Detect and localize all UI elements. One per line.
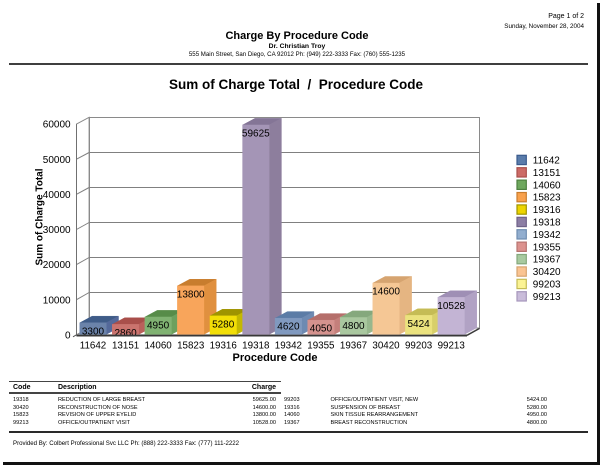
svg-text:19355: 19355 [307,341,335,352]
svg-text:4800: 4800 [342,321,365,332]
svg-text:30420: 30420 [533,267,561,278]
svg-text:60000: 60000 [43,120,71,131]
svg-text:13151: 13151 [533,168,561,179]
svg-text:10000: 10000 [43,295,71,306]
svg-text:40000: 40000 [43,190,71,201]
svg-text:5280: 5280 [212,319,235,330]
svg-text:50000: 50000 [43,155,71,166]
svg-text:99203: 99203 [533,280,561,291]
svg-text:20000: 20000 [43,260,71,271]
svg-text:0: 0 [65,330,71,341]
svg-text:11642: 11642 [80,341,107,352]
svg-text:99213: 99213 [438,341,466,352]
svg-text:11642: 11642 [533,156,561,167]
svg-text:19367: 19367 [533,255,561,266]
svg-text:2860: 2860 [114,328,137,339]
svg-text:19367: 19367 [340,341,367,352]
svg-text:19342: 19342 [275,341,302,352]
svg-text:19355: 19355 [533,242,561,253]
svg-text:19316: 19316 [533,205,561,216]
svg-text:19318: 19318 [533,218,561,229]
svg-text:Sum of Charge Total: Sum of Charge Total [35,168,46,265]
svg-text:15823: 15823 [533,193,561,204]
svg-text:5424: 5424 [407,319,430,330]
svg-text:4050: 4050 [310,324,333,335]
svg-text:14600: 14600 [372,287,400,298]
svg-text:Procedure Code: Procedure Code [233,352,318,364]
svg-text:13800: 13800 [177,289,205,300]
svg-text:13151: 13151 [112,341,139,352]
svg-text:15823: 15823 [177,341,205,352]
svg-text:3300: 3300 [82,326,105,337]
svg-text:14060: 14060 [533,180,561,191]
svg-text:19318: 19318 [242,341,270,352]
svg-text:99213: 99213 [533,292,561,303]
svg-text:99203: 99203 [405,341,433,352]
svg-text:30000: 30000 [43,225,71,236]
svg-text:19316: 19316 [210,341,238,352]
svg-text:59625: 59625 [242,129,270,140]
svg-text:30420: 30420 [372,341,400,352]
svg-text:4620: 4620 [277,322,300,333]
svg-text:4950: 4950 [147,321,170,332]
svg-text:19342: 19342 [533,230,561,241]
svg-text:10528: 10528 [437,301,465,312]
svg-text:14060: 14060 [144,341,172,352]
